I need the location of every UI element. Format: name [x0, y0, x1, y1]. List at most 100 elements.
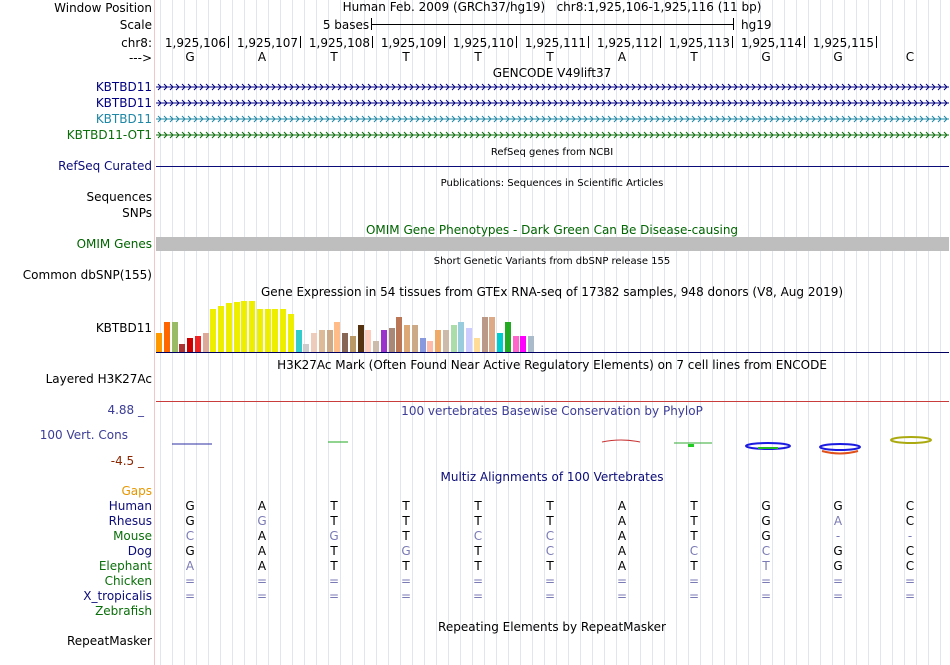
track-label-kbtbd11-ot1[interactable]: KBTBD11-OT1	[66, 128, 152, 142]
gtex-tissue-bar[interactable]	[241, 301, 248, 352]
gtex-tissue-bar[interactable]	[187, 338, 193, 352]
strand-arrow	[571, 99, 576, 107]
track-label-snps[interactable]: SNPs	[122, 206, 152, 220]
track-label-kbtbd11-3[interactable]: KBTBD11	[95, 112, 152, 126]
species-label[interactable]: Zebrafish	[95, 604, 152, 618]
track-label-h3k27ac[interactable]: Layered H3K27Ac	[45, 372, 152, 386]
gtex-tissue-bar[interactable]	[303, 344, 310, 352]
strand-arrow	[421, 115, 426, 123]
strand-arrow	[247, 115, 252, 123]
species-label[interactable]: Human	[108, 499, 152, 513]
omim-feature-bar[interactable]	[156, 237, 949, 251]
species-label[interactable]: Elephant	[98, 559, 152, 573]
gtex-tissue-bar[interactable]	[156, 333, 162, 352]
gtex-tissue-bar[interactable]	[373, 341, 379, 352]
gtex-tissue-bar[interactable]	[481, 317, 488, 352]
gtex-tissue-bar[interactable]	[504, 322, 511, 352]
gtex-tissue-bar[interactable]	[411, 325, 418, 352]
gtex-tissue-bar[interactable]	[202, 333, 209, 352]
track-label-gtex[interactable]: KBTBD11	[95, 321, 152, 335]
gtex-tissue-bar[interactable]	[256, 309, 263, 352]
gene-track-kbtbd11-ot1[interactable]	[156, 131, 949, 139]
gtex-tissue-bar[interactable]	[528, 336, 534, 352]
gtex-tissue-bar[interactable]	[404, 325, 410, 352]
gtex-tissue-bar[interactable]	[419, 338, 426, 352]
gene-track-kbtbd11-1[interactable]	[156, 83, 949, 91]
strand-arrow	[463, 131, 468, 139]
strand-arrow	[565, 131, 570, 139]
gtex-tissue-bar[interactable]	[489, 317, 496, 352]
track-label-dbsnp[interactable]: Common dbSNP(155)	[22, 268, 152, 282]
alignment-base: G	[257, 514, 267, 528]
species-label[interactable]: Rhesus	[108, 514, 152, 528]
track-label-repeatmasker[interactable]: RepeatMasker	[66, 634, 152, 648]
track-label-kbtbd11-1[interactable]: KBTBD11	[95, 80, 152, 94]
gene-track-kbtbd11-2[interactable]	[156, 99, 949, 107]
strand-arrow	[661, 99, 666, 107]
gtex-tissue-bar[interactable]	[326, 330, 333, 352]
gtex-tissue-bar[interactable]	[225, 303, 232, 352]
alignment-base: =	[616, 589, 628, 603]
strand-arrow	[715, 99, 720, 107]
gtex-tissue-bar[interactable]	[396, 317, 403, 352]
gtex-tissue-bar[interactable]	[264, 309, 271, 352]
gtex-tissue-bar[interactable]	[450, 325, 457, 352]
gtex-tissue-bar[interactable]	[194, 336, 201, 352]
alignment-base: C	[905, 559, 915, 573]
gtex-tissue-bar[interactable]	[233, 302, 240, 352]
grid-line	[916, 0, 917, 665]
species-label[interactable]: Mouse	[113, 529, 152, 543]
track-label-kbtbd11-2[interactable]: KBTBD11	[95, 96, 152, 110]
refseq-gene-line[interactable]	[156, 166, 949, 167]
gtex-tissue-bar[interactable]	[311, 333, 317, 352]
gtex-tissue-bar[interactable]	[473, 338, 480, 352]
gtex-tissue-bar[interactable]	[466, 328, 472, 352]
strand-arrow	[715, 131, 720, 139]
strand-arrow	[547, 131, 552, 139]
gtex-tissue-bar[interactable]	[388, 328, 395, 352]
gtex-tissue-bar[interactable]	[435, 330, 441, 352]
gtex-tissue-bar[interactable]	[249, 301, 255, 352]
strand-arrow	[481, 131, 486, 139]
species-label[interactable]: Chicken	[104, 574, 152, 588]
strand-arrow	[571, 131, 576, 139]
grid-line	[232, 0, 233, 665]
gtex-tissue-bar[interactable]	[334, 322, 341, 352]
track-label-sequences[interactable]: Sequences	[86, 190, 152, 204]
gtex-bar-chart[interactable]	[156, 298, 536, 352]
gtex-tissue-bar[interactable]	[210, 309, 217, 352]
gtex-tissue-bar[interactable]	[318, 330, 325, 352]
gene-track-kbtbd11-3[interactable]	[156, 115, 949, 123]
gtex-tissue-bar[interactable]	[512, 336, 519, 352]
track-label-gaps[interactable]: Gaps	[121, 484, 152, 498]
gtex-tissue-bar[interactable]	[458, 322, 465, 352]
species-label[interactable]: X_tropicalis	[83, 589, 152, 603]
gtex-tissue-bar[interactable]	[218, 306, 224, 352]
strand-arrow	[163, 131, 168, 139]
track-label-refseq[interactable]: RefSeq Curated	[58, 159, 152, 173]
gtex-tissue-bar[interactable]	[365, 330, 372, 352]
strand-arrow	[157, 83, 162, 91]
alignment-base: =	[256, 574, 268, 588]
phylop-wiggle[interactable]	[156, 434, 949, 458]
gtex-tissue-bar[interactable]	[442, 330, 449, 352]
gtex-tissue-bar[interactable]	[380, 330, 387, 352]
gtex-tissue-bar[interactable]	[163, 322, 170, 352]
species-label[interactable]: Dog	[127, 544, 152, 558]
gtex-tissue-bar[interactable]	[280, 309, 286, 352]
strand-arrow	[535, 115, 540, 123]
gtex-tissue-bar[interactable]	[427, 341, 434, 352]
track-label-omim[interactable]: OMIM Genes	[76, 237, 152, 251]
strand-arrow	[925, 99, 930, 107]
gtex-tissue-bar[interactable]	[171, 322, 178, 352]
gtex-tissue-bar[interactable]	[287, 314, 294, 352]
gtex-tissue-bar[interactable]	[179, 344, 186, 352]
gtex-tissue-bar[interactable]	[295, 330, 302, 352]
gtex-tissue-bar[interactable]	[272, 309, 279, 352]
track-label-cons[interactable]: 100 Vert. Cons	[39, 428, 128, 442]
gtex-tissue-bar[interactable]	[497, 333, 503, 352]
gtex-tissue-bar[interactable]	[342, 333, 348, 352]
gtex-tissue-bar[interactable]	[349, 336, 356, 352]
gtex-tissue-bar[interactable]	[357, 325, 364, 352]
gtex-tissue-bar[interactable]	[520, 336, 527, 352]
